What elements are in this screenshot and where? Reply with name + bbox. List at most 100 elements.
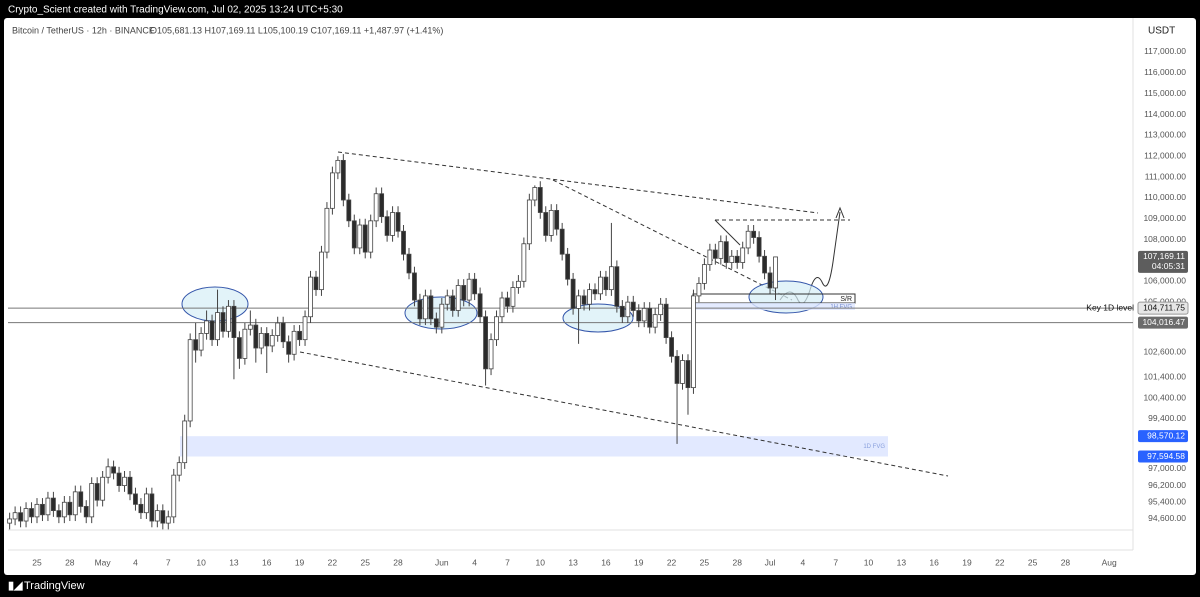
candle-body [335, 159, 341, 174]
candle-body [247, 324, 253, 330]
candle-body [422, 295, 428, 320]
x-tick-label: 19 [634, 557, 644, 567]
y-tick-label: 97,000.00 [1148, 463, 1186, 473]
arrow-head [835, 206, 845, 219]
candle-body [630, 301, 636, 311]
candle-body [319, 251, 324, 291]
candle-body [67, 501, 73, 516]
y-tick-label: 106,000.00 [1143, 276, 1186, 286]
x-tick-label: 28 [65, 557, 75, 567]
candle-body [395, 212, 401, 232]
x-tick-label: 25 [1028, 557, 1038, 567]
candle-body [165, 516, 171, 524]
candle-body [187, 339, 193, 422]
candle-body [412, 272, 417, 301]
candle-body [40, 503, 45, 516]
x-tick-label: 4 [133, 557, 138, 567]
candle-body [455, 285, 461, 311]
candle-body [264, 333, 270, 347]
candle-body [729, 255, 735, 263]
candle-body [83, 506, 89, 518]
y-tick-label: 108,000.00 [1143, 234, 1186, 244]
price-label-box [1137, 301, 1189, 315]
candle-body [182, 420, 188, 464]
y-tick-label: 117,000.00 [1144, 46, 1186, 56]
candle-body [576, 295, 581, 309]
y-tick-label: 115,000.00 [1144, 88, 1186, 98]
key-level-label: Key 1D level [1086, 302, 1134, 312]
brand: TradingView [24, 580, 85, 592]
candle-body [61, 501, 67, 518]
candle-body [756, 237, 762, 257]
candle-body [674, 355, 680, 384]
attribution: Crypto_Scient created with TradingView.c… [8, 5, 343, 16]
countdown: 04:05:31 [1152, 261, 1185, 271]
fvg-1d-box [180, 436, 888, 457]
candle-body [160, 510, 166, 524]
candle-body [242, 328, 248, 359]
candle-body [543, 212, 549, 236]
candle-body [12, 512, 18, 520]
candle-body [138, 503, 144, 514]
candle-body [18, 512, 23, 522]
candle-body [603, 276, 609, 291]
y-tick-label: 99,400.00 [1148, 413, 1186, 423]
candle-body [308, 276, 313, 318]
candle-body [707, 249, 713, 266]
x-tick-label: 28 [393, 557, 403, 567]
candle-body [581, 295, 587, 305]
drawings: S/R 1H FVG [180, 151, 949, 477]
candle-body [718, 241, 724, 259]
candle-body [297, 330, 302, 341]
candle-body [488, 339, 494, 370]
candle-body [78, 491, 84, 507]
y-tick-label: 110,000.00 [1144, 192, 1186, 202]
candle-body [526, 199, 532, 245]
y-tick-label: 95,400.00 [1148, 497, 1186, 507]
candle-body [209, 320, 215, 341]
y-tick-label: 102,600.00 [1143, 346, 1186, 356]
price-label-box [1138, 316, 1188, 329]
candle-body [7, 518, 13, 524]
candle-body [587, 289, 592, 305]
ohlc-readout: O105,681.13 H107,169.11 L105,100.19 C107… [150, 25, 443, 35]
trendline [337, 151, 819, 214]
candle-body [34, 503, 40, 518]
candle-body [773, 256, 778, 289]
x-tick-label: 16 [262, 557, 272, 567]
candle-body [450, 295, 456, 311]
candle-body [171, 474, 177, 518]
candle-body [767, 272, 773, 289]
candle-body [647, 307, 653, 328]
candle-body [357, 224, 363, 249]
candle-body [127, 476, 133, 495]
x-tick-label: Jun [435, 557, 449, 567]
candle-body [614, 266, 620, 307]
candle-body [636, 310, 642, 322]
candle-body [100, 476, 106, 501]
candle-body [428, 295, 434, 320]
candle-body [658, 303, 664, 316]
candle-body [340, 159, 346, 201]
candle-body [275, 322, 281, 336]
candle-body [554, 210, 560, 230]
candle-body [685, 360, 691, 389]
candle-body [346, 199, 352, 222]
y-tick-label: 116,000.00 [1144, 67, 1186, 77]
candle-body [280, 322, 286, 343]
zone [562, 303, 634, 333]
candle-body [226, 305, 231, 332]
price-label-box [1138, 450, 1188, 463]
candle-body [144, 493, 149, 514]
candle-body [515, 280, 521, 288]
candle-body [351, 220, 357, 249]
candle-body [111, 466, 116, 474]
candle-body [762, 255, 767, 274]
candle-body [390, 212, 395, 236]
candle-body [94, 483, 100, 501]
x-tick-label: 19 [962, 557, 972, 567]
candle-body [472, 278, 478, 295]
x-tick-label: Aug [1102, 557, 1117, 567]
candle-body [286, 341, 292, 355]
candle-body [291, 330, 297, 355]
